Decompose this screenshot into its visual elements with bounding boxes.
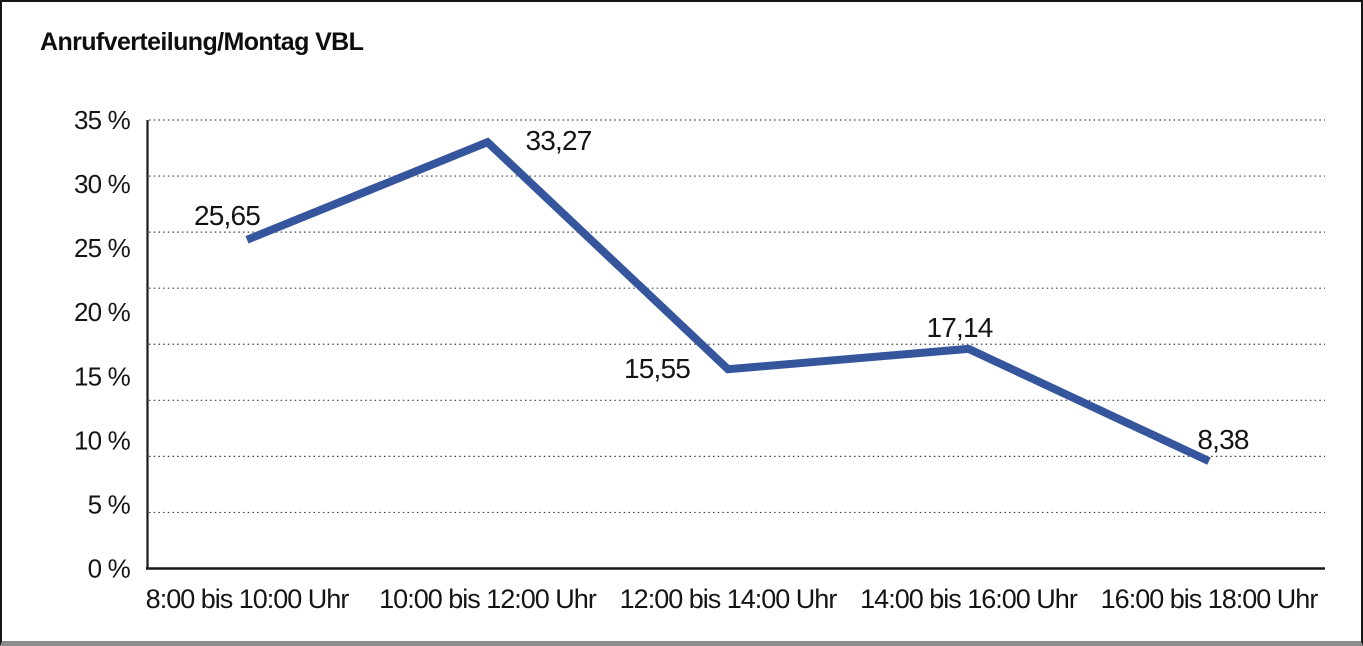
y-tick-label: 20 % bbox=[74, 297, 131, 327]
x-tick-label: 16:00 bis 18:00 Uhr bbox=[1101, 584, 1319, 614]
value-label: 15,55 bbox=[624, 353, 690, 384]
y-tick-label: 25 % bbox=[74, 233, 131, 263]
x-tick-label: 10:00 bis 12:00 Uhr bbox=[379, 584, 597, 614]
y-tick-label: 30 % bbox=[74, 169, 131, 199]
y-tick-label: 35 % bbox=[74, 105, 131, 135]
x-tick-label: 14:00 bis 16:00 Uhr bbox=[860, 584, 1078, 614]
value-label: 8,38 bbox=[1197, 424, 1249, 455]
series-line bbox=[245, 137, 1211, 465]
chart-title: Anrufverteilung/Montag VBL bbox=[40, 28, 364, 56]
value-label: 17,14 bbox=[926, 312, 992, 343]
value-label: 25,65 bbox=[194, 200, 260, 231]
y-tick-label: 15 % bbox=[74, 361, 131, 391]
y-tick-label: 10 % bbox=[74, 425, 131, 455]
x-tick-label: 12:00 bis 14:00 Uhr bbox=[620, 584, 838, 614]
value-label: 33,27 bbox=[525, 125, 591, 156]
x-tick-label: 8:00 bis 10:00 Uhr bbox=[146, 584, 350, 614]
y-tick-label: 5 % bbox=[88, 489, 131, 519]
y-tick-label: 0 % bbox=[88, 554, 131, 584]
